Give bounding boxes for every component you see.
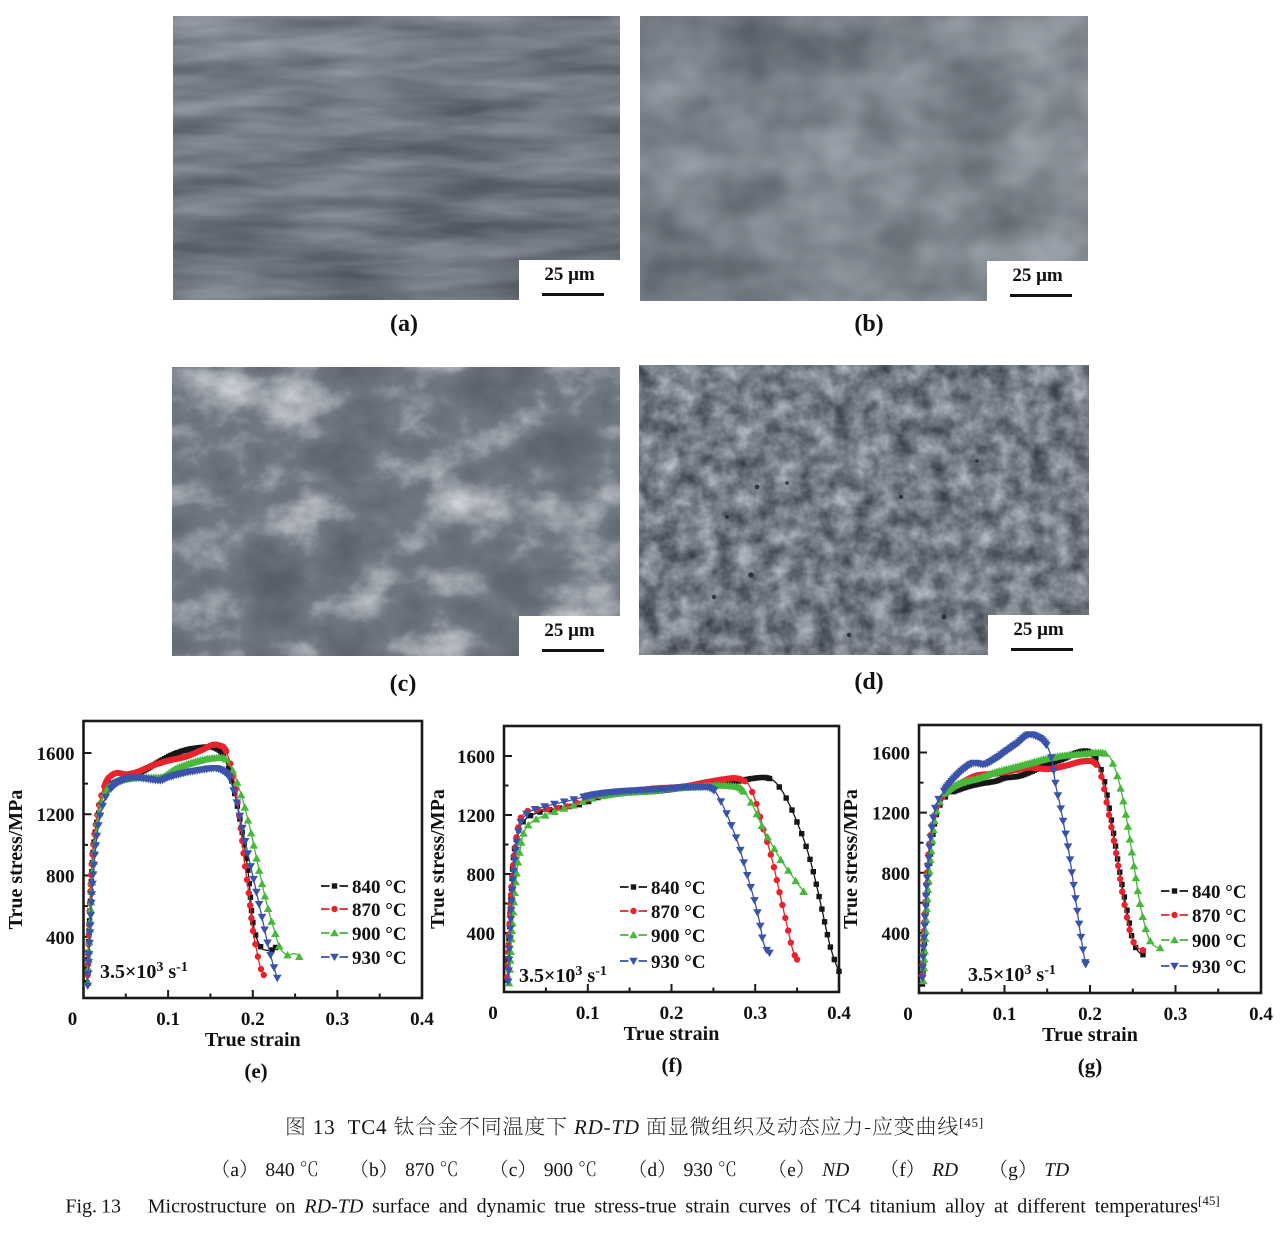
svg-text:0.2: 0.2 (241, 1009, 265, 1030)
svg-text:0.2: 0.2 (660, 1003, 684, 1024)
svg-text:1600: 1600 (37, 744, 75, 765)
svg-text:True stress/MPa: True stress/MPa (427, 789, 449, 929)
svg-text:3.5×103 s-1: 3.5×103 s-1 (100, 960, 188, 983)
svg-text:0.3: 0.3 (326, 1009, 350, 1030)
svg-text:0.4: 0.4 (827, 1003, 851, 1024)
svg-text:870 °C: 870 °C (352, 900, 407, 921)
svg-text:1600: 1600 (872, 744, 910, 765)
svg-text:400: 400 (46, 928, 75, 949)
svg-text:930 °C: 930 °C (651, 952, 706, 973)
svg-text:0: 0 (68, 1009, 78, 1030)
svg-text:0.3: 0.3 (1164, 1004, 1188, 1025)
svg-text:0.1: 0.1 (576, 1003, 600, 1024)
svg-text:1600: 1600 (457, 747, 495, 768)
svg-text:0.4: 0.4 (1249, 1004, 1273, 1025)
svg-text:0: 0 (488, 1003, 498, 1024)
svg-text:True stress/MPa: True stress/MPa (840, 789, 862, 929)
svg-text:870 °C: 870 °C (651, 902, 706, 923)
svg-text:0: 0 (903, 1004, 913, 1025)
svg-text:870 °C: 870 °C (1192, 906, 1247, 927)
svg-text:900 °C: 900 °C (352, 924, 407, 945)
svg-text:3.5×103 s-1: 3.5×103 s-1 (519, 964, 607, 987)
svg-text:0.3: 0.3 (743, 1003, 767, 1024)
svg-text:True strain: True strain (1042, 1024, 1138, 1046)
svg-text:(e): (e) (244, 1059, 267, 1083)
svg-text:400: 400 (882, 924, 911, 945)
svg-text:930 °C: 930 °C (1192, 957, 1247, 978)
svg-text:(f): (f) (662, 1053, 683, 1077)
svg-text:0.2: 0.2 (1078, 1004, 1102, 1025)
svg-text:0.1: 0.1 (156, 1009, 180, 1030)
svg-text:840 °C: 840 °C (651, 878, 706, 899)
svg-text:1200: 1200 (872, 804, 910, 825)
svg-text:900 °C: 900 °C (651, 926, 706, 947)
svg-text:840 °C: 840 °C (352, 877, 407, 898)
svg-text:0.4: 0.4 (410, 1009, 434, 1030)
svg-text:800: 800 (882, 864, 911, 885)
svg-text:1200: 1200 (37, 805, 75, 826)
svg-text:400: 400 (467, 924, 496, 945)
svg-text:800: 800 (467, 865, 496, 886)
svg-text:True strain: True strain (624, 1023, 720, 1045)
svg-text:(g): (g) (1078, 1054, 1103, 1078)
svg-text:0.1: 0.1 (993, 1004, 1017, 1025)
svg-text:True strain: True strain (205, 1029, 301, 1051)
svg-text:840 °C: 840 °C (1192, 882, 1247, 903)
svg-text:800: 800 (46, 867, 75, 888)
svg-text:True stress/MPa: True stress/MPa (5, 790, 27, 930)
svg-text:930 °C: 930 °C (352, 948, 407, 969)
svg-text:1200: 1200 (457, 806, 495, 827)
svg-text:900 °C: 900 °C (1192, 931, 1247, 952)
svg-text:3.5×103 s-1: 3.5×103 s-1 (968, 963, 1056, 986)
